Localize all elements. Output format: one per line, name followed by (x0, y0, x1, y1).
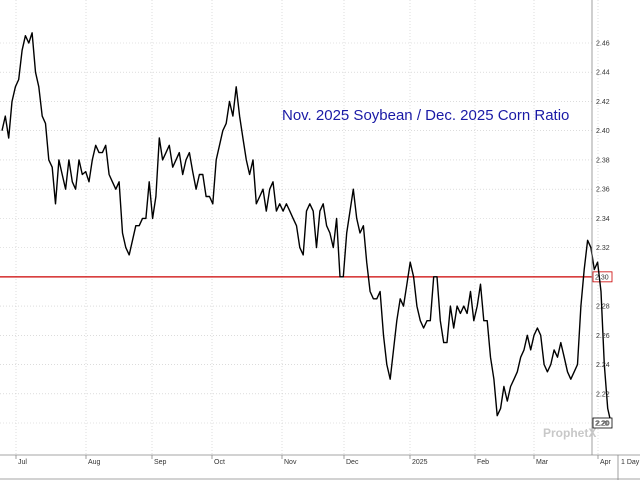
y-tick-label: 2.28 (596, 304, 610, 311)
last-value-box (592, 417, 613, 429)
y-tick-label: 2.26 (596, 333, 610, 340)
reference-value-label: 2.30 (595, 274, 609, 281)
y-tick-label: 2.42 (596, 99, 610, 106)
series-group: 2.20 (1, 32, 613, 429)
y-tick-label: 2.38 (596, 157, 610, 164)
x-tick-label: Mar (536, 459, 549, 466)
y-tick-label: 2.22 (596, 391, 610, 398)
grid (0, 0, 599, 455)
x-tick-label: Oct (214, 459, 225, 466)
period-label: 1 Day (621, 459, 640, 466)
y-tick-label: 2.36 (596, 187, 610, 194)
y-tick-label: 2.24 (596, 362, 610, 369)
x-tick-label: Apr (600, 459, 612, 466)
x-tick-label: Aug (88, 459, 101, 466)
y-tick-label: 2.34 (596, 216, 610, 223)
watermark-logo: ProphetX (543, 426, 596, 440)
y-tick-label: 2.44 (596, 70, 610, 77)
y-tick-label: 2.20 (596, 421, 610, 428)
reference-line-group: 2.30 (0, 271, 613, 283)
y-tick-label: 2.46 (596, 41, 610, 48)
y-tick-label: 2.40 (596, 128, 610, 135)
y-tick-label: 2.32 (596, 245, 610, 252)
x-tick-label: 2025 (412, 459, 428, 466)
ratio-series-line (1, 32, 612, 424)
reference-value-box (592, 271, 613, 283)
x-tick-label: Jul (18, 459, 27, 466)
x-tick-label: Feb (477, 459, 489, 466)
last-value-label: 2.20 (595, 421, 609, 428)
chart-title: Nov. 2025 Soybean / Dec. 2025 Corn Ratio (282, 107, 569, 124)
x-tick-label: Sep (154, 459, 167, 466)
x-tick-label: Dec (346, 459, 359, 466)
x-tick-label: Nov (284, 459, 297, 466)
